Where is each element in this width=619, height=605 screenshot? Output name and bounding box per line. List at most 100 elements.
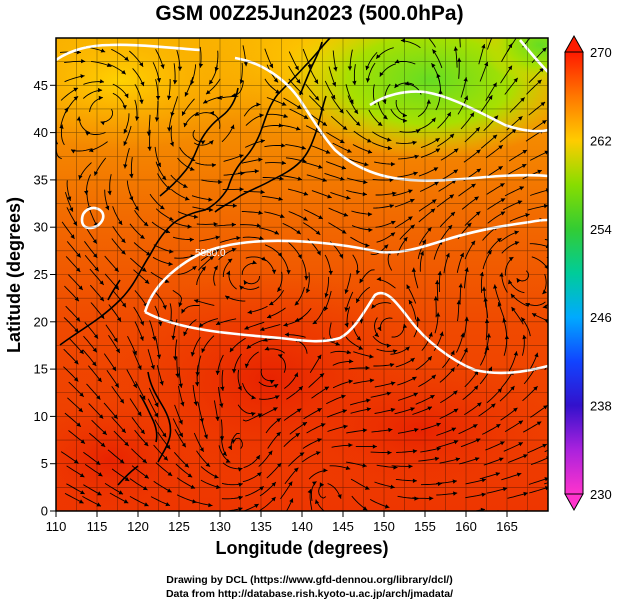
streamline-arrowhead: [513, 77, 518, 83]
streamline-arrowhead: [123, 164, 128, 169]
streamline-arrowhead: [277, 287, 282, 292]
streamline-arrowhead: [390, 220, 396, 225]
streamline-arrowhead: [435, 138, 440, 143]
streamline-arrowhead: [80, 74, 85, 79]
streamline-arrowhead: [78, 285, 83, 290]
streamline-arrowhead: [510, 293, 516, 299]
streamline-arrowhead: [453, 46, 458, 51]
colorbar-scale: [564, 51, 584, 495]
streamline-arrowhead: [132, 383, 137, 388]
streamline: [547, 507, 567, 512]
streamline-arrowhead: [427, 406, 432, 411]
streamline-arrowhead: [78, 175, 83, 180]
streamline-arrowhead: [167, 95, 172, 100]
streamline-arrowhead: [335, 341, 340, 346]
streamline-arrowhead: [500, 183, 505, 188]
streamline-arrowhead: [205, 462, 211, 467]
streamline-arrowhead: [209, 111, 215, 116]
streamline-arrowhead: [304, 276, 309, 281]
streamline-arrowhead: [426, 99, 431, 104]
streamline-arrowhead: [257, 472, 262, 477]
streamline-arrowhead: [324, 386, 329, 391]
streamline-arrowhead: [161, 175, 167, 180]
streamline-arrowhead: [121, 302, 126, 308]
streamline-arrowhead: [463, 77, 468, 82]
streamline-arrowhead: [499, 272, 504, 277]
streamline-arrowhead: [162, 305, 167, 310]
x-tick-label: 135: [250, 519, 272, 534]
streamline-arrowhead: [271, 482, 276, 487]
streamline-arrowhead: [474, 196, 479, 201]
streamline-arrowhead: [431, 374, 436, 380]
streamline-arrowhead: [162, 432, 167, 438]
streamline-arrowhead: [141, 267, 147, 272]
streamline-arrowhead: [216, 484, 221, 490]
streamline-arrowhead: [498, 166, 503, 171]
streamline-arrowhead: [491, 30, 495, 35]
streamline-arrowhead: [432, 49, 437, 54]
streamline-arrowhead: [467, 222, 472, 228]
streamline-arrowhead: [325, 149, 331, 154]
streamline-arrowhead: [371, 304, 376, 309]
streamline-arrowhead: [449, 133, 455, 139]
streamline: [549, 64, 565, 77]
streamline-arrowhead: [147, 146, 152, 151]
streamline-arrowhead: [413, 392, 418, 397]
streamline-arrowhead: [493, 115, 499, 120]
streamline-arrowhead: [97, 377, 102, 382]
streamline-arrowhead: [294, 65, 299, 71]
streamline-arrowhead: [279, 213, 285, 218]
streamline-arrowhead: [367, 138, 372, 143]
streamline: [459, 38, 461, 48]
streamline-arrowhead: [365, 78, 371, 83]
streamline: [531, 511, 551, 516]
streamline-arrowhead: [75, 317, 81, 322]
streamline-arrowhead: [294, 301, 300, 306]
streamline-arrowhead: [525, 213, 530, 218]
streamline-arrowhead: [544, 486, 548, 491]
streamline: [435, 514, 456, 515]
streamline-arrowhead: [92, 347, 97, 353]
streamline-arrowhead: [367, 149, 373, 154]
streamline-arrowhead: [435, 148, 440, 153]
streamline-arrowhead: [389, 204, 394, 209]
streamline-arrowhead: [518, 420, 523, 425]
streamline-arrowhead: [324, 293, 329, 298]
geopotential-contour-5880: [56, 39, 548, 375]
streamline-arrowhead: [474, 457, 480, 462]
streamline-arrowhead: [213, 222, 218, 227]
streamline-arrowhead: [96, 502, 101, 507]
streamline-arrowhead: [269, 301, 274, 306]
streamline-arrowhead: [64, 107, 69, 112]
streamline-arrowhead: [254, 169, 259, 174]
streamline-arrowhead: [347, 66, 353, 71]
streamline-arrowhead: [118, 220, 123, 225]
streamline-arrowhead: [100, 442, 106, 447]
streamline: [149, 516, 169, 523]
streamline-arrowhead: [514, 241, 520, 246]
streamline-arrowhead: [281, 101, 287, 106]
streamline-arrowhead: [437, 271, 442, 276]
streamline-arrowhead: [171, 335, 176, 340]
streamline-arrowhead: [343, 212, 349, 217]
y-axis-ticks: 0 5 10 15 20 25 30 35 40 45: [34, 78, 56, 519]
streamline-arrowhead: [303, 114, 309, 119]
streamline-arrowhead: [434, 456, 440, 462]
streamline-arrowhead: [260, 326, 265, 332]
streamline-arrowhead: [150, 365, 155, 370]
streamline-arrowhead: [544, 477, 548, 482]
streamline-arrowhead: [430, 208, 436, 213]
streamline-arrowhead: [404, 81, 410, 86]
streamline-arrowhead: [160, 64, 165, 69]
streamline-arrowhead: [67, 196, 72, 201]
streamline-arrowhead: [284, 332, 289, 337]
streamline-arrowhead: [94, 171, 99, 176]
streamline-arrowhead: [165, 502, 170, 507]
streamline-arrowhead: [422, 31, 427, 35]
streamline-arrowhead: [264, 346, 270, 351]
streamline-arrowhead: [344, 289, 349, 294]
streamline-arrowhead: [178, 383, 183, 388]
streamline-arrowhead: [508, 279, 513, 285]
streamline-arrowhead: [497, 238, 502, 243]
